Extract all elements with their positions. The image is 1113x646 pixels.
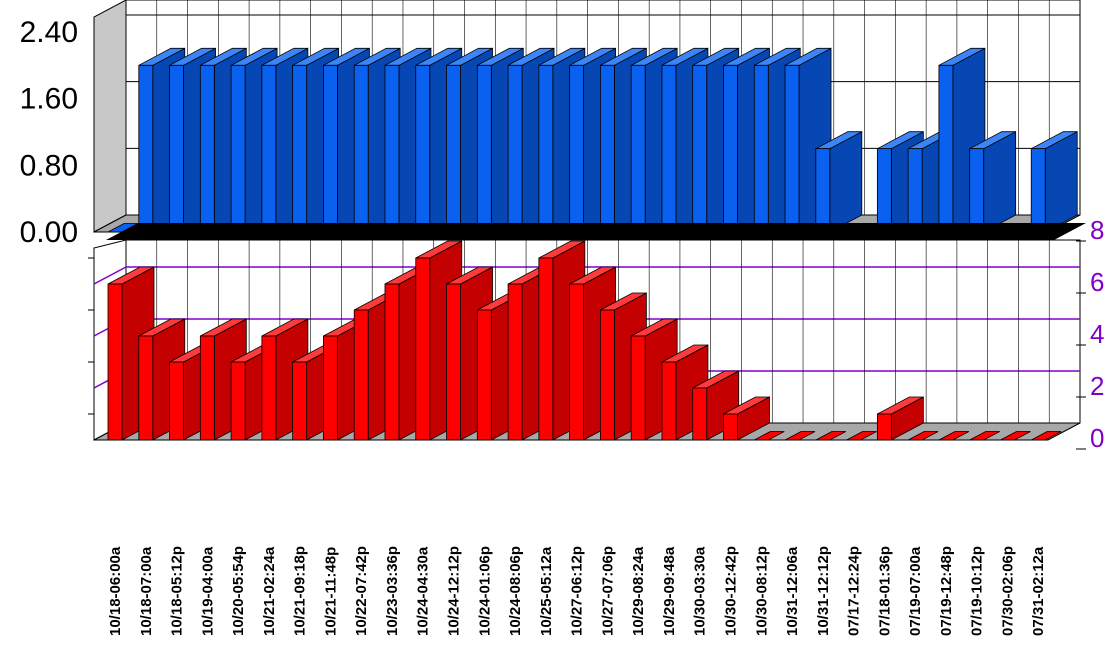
x-category-label: 10/31-12:06a <box>784 546 801 636</box>
bottom-bar-10/31-12:06a <box>784 431 816 441</box>
top-y-axis-ticks: 0.00 0.80 1.60 2.40 <box>20 16 78 249</box>
panel-divider <box>106 223 1086 240</box>
top-y-tick-label: 1.60 <box>20 83 78 116</box>
x-category-label: 10/27-07:06p <box>599 546 616 636</box>
bottom-side-gridline <box>93 266 127 285</box>
top-bar-07/31-02:12a <box>1030 131 1078 233</box>
bottom-y-tick-label: 6 <box>1090 267 1104 297</box>
bottom-bar-07/17-12:24p <box>846 431 877 441</box>
bottom-bar-07/19-07:00a <box>907 431 939 441</box>
x-category-label: 10/21-11:48p <box>322 547 339 636</box>
x-category-label: 10/19-04:00a <box>199 546 216 636</box>
x-category-label: 10/29-09:48a <box>661 546 678 636</box>
bottom-bar-07/31-02:12a <box>1031 431 1062 441</box>
x-category-label: 10/21-02:24a <box>261 546 278 636</box>
x-category-label: 10/18-05:12p <box>169 546 186 636</box>
top-y-tick-label: 0.80 <box>20 149 78 182</box>
x-category-label: 10/25-05:12a <box>538 546 555 636</box>
x-axis-labels: 10/18-06:00a 10/18-07:00a 10/18-05:12p 10/1… <box>107 546 1047 636</box>
x-category-label: 10/24-08:06p <box>507 546 524 636</box>
x-category-label: 10/30-03:30a <box>692 546 709 636</box>
bottom-bar-07/30-02:06p <box>1000 431 1031 441</box>
divider-slab <box>106 223 1086 240</box>
x-category-label: 10/21-09:18p <box>292 546 309 636</box>
bottom-y-tick-label: 4 <box>1090 319 1104 349</box>
bottom-bar-07/19-12:48p <box>938 431 970 441</box>
bottom-bar-panel <box>88 239 1081 441</box>
top-side-wall <box>93 0 127 233</box>
bottom-bar-07/18-01:36p <box>876 396 924 441</box>
top-bar-panel <box>93 0 1081 233</box>
x-category-label: 10/23-03:36p <box>384 546 401 636</box>
x-category-label: 07/19-12:48p <box>938 546 955 636</box>
bottom-bar-10/31-12:12p <box>815 431 846 441</box>
bottom-y-axis-ticks: 0 2 4 6 8 <box>1076 215 1104 453</box>
x-category-label: 10/24-04:30a <box>415 546 432 636</box>
bottom-bar-07/19-10:12p <box>969 431 1000 441</box>
bottom-bar-10/29-09:48a <box>661 344 709 441</box>
x-category-label: 10/24-01:06p <box>476 546 493 636</box>
x-category-label: 07/31-02:12a <box>1030 546 1047 636</box>
x-category-label: 10/29-08:24a <box>630 546 647 636</box>
x-category-label: 10/31-12:12p <box>815 546 832 636</box>
bottom-y-tick-label: 0 <box>1090 423 1104 453</box>
x-category-label: 10/30-12:42p <box>722 546 739 636</box>
x-category-label: 10/20-05:54p <box>230 546 247 636</box>
bottom-bar-10/23-03:36p <box>384 266 432 441</box>
bottom-y-tick-label: 8 <box>1090 215 1104 245</box>
top-bar-10/31-12:12p <box>815 131 863 233</box>
x-category-label: 07/18-01:36p <box>876 546 893 636</box>
bottom-y-tick-label: 2 <box>1090 371 1104 401</box>
x-category-label: 10/22-07:42p <box>353 546 370 636</box>
x-category-label: 07/17-12:24p <box>846 546 863 636</box>
x-category-label: 10/24-12:12p <box>446 546 463 636</box>
top-bar-07/19-10:12p <box>969 131 1017 233</box>
top-y-tick-label: 0.00 <box>20 216 78 249</box>
x-category-label: 10/27-06:12p <box>569 546 586 636</box>
x-category-label: 07/30-02:06p <box>999 546 1016 636</box>
x-category-label: 10/18-07:00a <box>138 546 155 636</box>
bottom-bar-10/30-08:12p <box>754 431 785 441</box>
bottom-bar-10/30-12:42p <box>723 396 770 441</box>
x-category-label: 07/19-10:12p <box>969 546 986 636</box>
x-category-label: 10/30-08:12p <box>753 546 770 636</box>
x-category-label: 07/19-07:00a <box>907 546 924 636</box>
top-y-tick-label: 2.40 <box>20 16 78 49</box>
x-category-label: 10/18-06:00a <box>107 546 124 636</box>
